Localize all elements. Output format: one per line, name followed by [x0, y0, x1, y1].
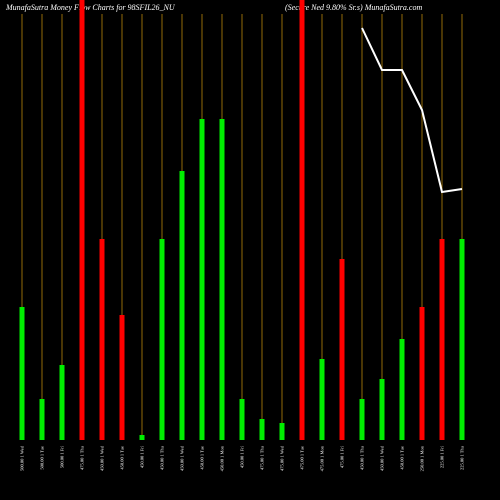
x-tick-label: 450.00 1 Thu [160, 445, 165, 470]
bar [39, 399, 45, 440]
x-tick-label: 225.00 1 Thu [460, 445, 465, 470]
x-tick-label: 450.00 1 Wed [100, 445, 105, 471]
bar [79, 0, 85, 440]
line [361, 27, 463, 194]
x-tick-label: 500.00 1 Tue [40, 446, 45, 470]
x-tick-label: 450.00 1 Fri [240, 445, 245, 468]
x-tick-label: 475.00 1 Wed [280, 445, 285, 471]
x-tick-label: 450.00 1 Thu [360, 445, 365, 470]
x-tick-label: 500.00 1 Fri [60, 445, 65, 468]
chart-title: MunafaSutra Money Flow Charts for 98SFIL… [5, 3, 176, 12]
bar [259, 419, 265, 440]
x-tick-label: 475.00 1 Thu [260, 445, 265, 470]
x-tick-label: 250.00 1 Mon [420, 445, 425, 471]
bar [279, 423, 285, 440]
bar [199, 119, 205, 440]
x-tick-label: 500.00 1 Wed [20, 445, 25, 471]
bar [399, 339, 405, 440]
x-tick-label: 450.00 1 Tue [400, 446, 405, 470]
bar [319, 359, 325, 440]
bar [459, 239, 465, 440]
x-tick-label: 450.00 1 Wed [380, 445, 385, 471]
x-tick-label: 450.00 1 Mon [220, 445, 225, 471]
x-tick-label: 450.00 1 Tue [120, 446, 125, 470]
bar [419, 307, 425, 440]
x-tick-label: 475.00 1 Thu [80, 445, 85, 470]
chart-subtitle: (Secure Ned 9.80% Sr.s) MunafaSutra.com [285, 3, 422, 12]
bar [119, 315, 125, 440]
bar [59, 365, 65, 440]
bar [339, 259, 345, 440]
x-tick-label: 475.00 1 Fri [340, 445, 345, 468]
bar [179, 171, 185, 440]
bar [379, 379, 385, 440]
bar [159, 239, 165, 440]
x-tick-label: 450.00 1 Wed [180, 445, 185, 471]
bar [139, 435, 145, 440]
bar [239, 399, 245, 440]
x-tick-label: 475.00 1 Mon [320, 445, 325, 471]
bar [439, 239, 445, 440]
bar [299, 0, 305, 440]
bar [99, 239, 105, 440]
bar [359, 399, 365, 440]
x-tick-label: 450.00 1 Tue [200, 446, 205, 470]
x-tick-label: 475.00 1 Tue [300, 446, 305, 470]
x-tick-label: 450.00 1 Fri [140, 445, 145, 468]
bar [219, 119, 225, 440]
bar [19, 307, 25, 440]
x-tick-label: 225.00 1 Fri [440, 445, 445, 468]
